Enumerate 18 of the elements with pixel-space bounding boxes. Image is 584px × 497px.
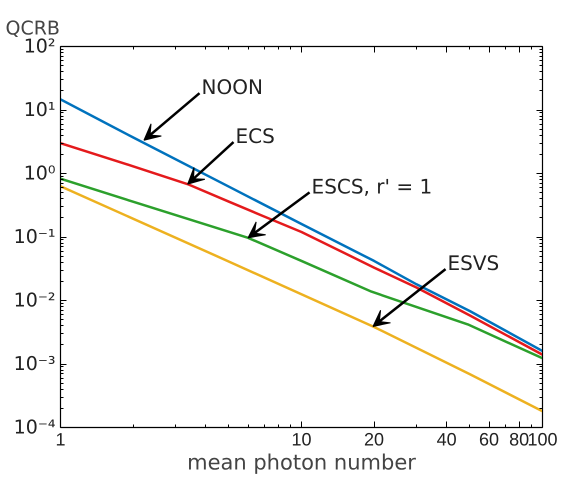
x-tick-label: 60 — [479, 430, 500, 450]
annotation: ECS — [236, 124, 275, 148]
y-tick-label: 10⁻¹ — [14, 226, 56, 248]
x-tick-label: 100 — [527, 430, 558, 450]
x-tick-label: 40 — [436, 430, 457, 450]
annotation: ESVS — [448, 251, 500, 276]
x-tick-label: 80 — [509, 430, 530, 450]
x-tick-label: 1 — [55, 430, 66, 450]
x-tick-label: 10 — [291, 430, 312, 450]
annotation: ESCS, r' = 1 — [312, 174, 432, 198]
y-tick-label: 10⁻³ — [14, 353, 56, 375]
y-tick-label: 10⁻⁴ — [14, 416, 56, 438]
y-tick-label: 10¹ — [24, 99, 56, 121]
y-tick-label: 10⁰ — [24, 162, 56, 184]
x-tick-label: 20 — [364, 430, 384, 450]
x-axis-title: mean photon number — [187, 450, 416, 474]
annotation: NOON — [202, 75, 263, 100]
y-tick-label: 10⁻² — [14, 290, 56, 312]
